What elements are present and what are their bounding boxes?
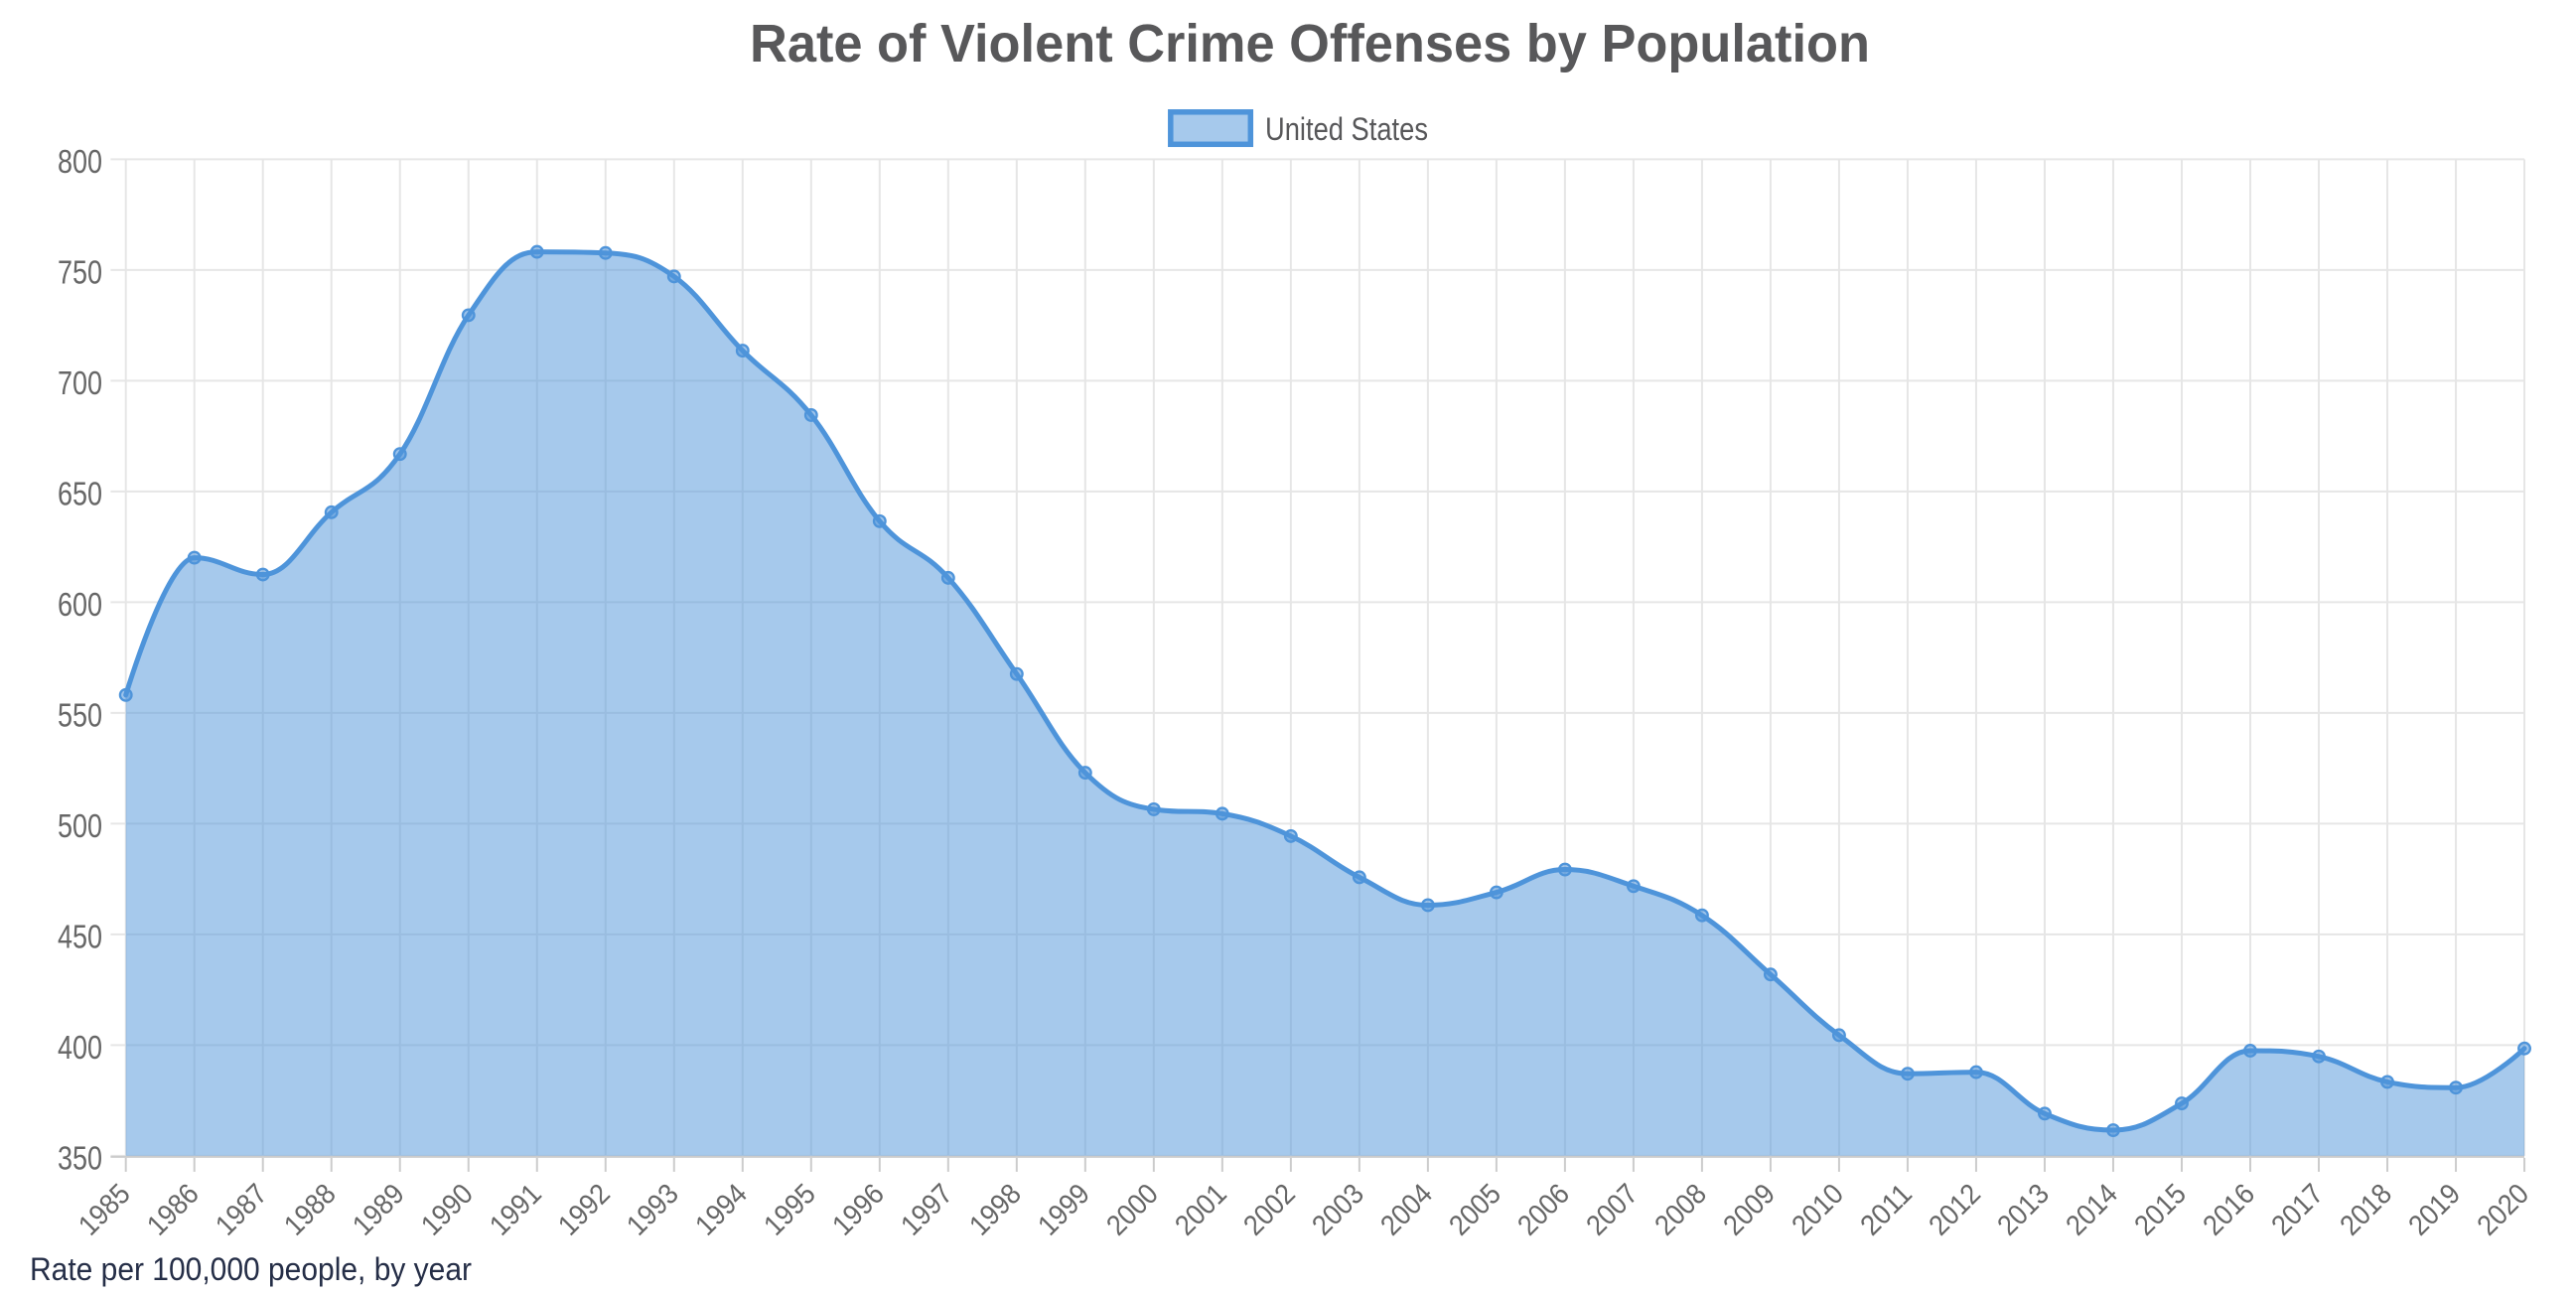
svg-text:700: 700: [58, 364, 102, 401]
svg-text:Rate per 100,000 people, by ye: Rate per 100,000 people, by year: [30, 1251, 472, 1287]
svg-text:500: 500: [58, 807, 102, 844]
svg-text:450: 450: [58, 918, 102, 954]
svg-text:600: 600: [58, 586, 102, 623]
svg-text:750: 750: [58, 253, 102, 290]
svg-text:350: 350: [58, 1139, 102, 1176]
svg-text:Rate of Violent Crime Offenses: Rate of Violent Crime Offenses by Popula…: [750, 14, 1870, 73]
svg-text:United States: United States: [1265, 111, 1428, 147]
svg-text:800: 800: [58, 143, 102, 180]
svg-text:550: 550: [58, 696, 102, 733]
svg-text:650: 650: [58, 475, 102, 511]
svg-text:400: 400: [58, 1029, 102, 1066]
